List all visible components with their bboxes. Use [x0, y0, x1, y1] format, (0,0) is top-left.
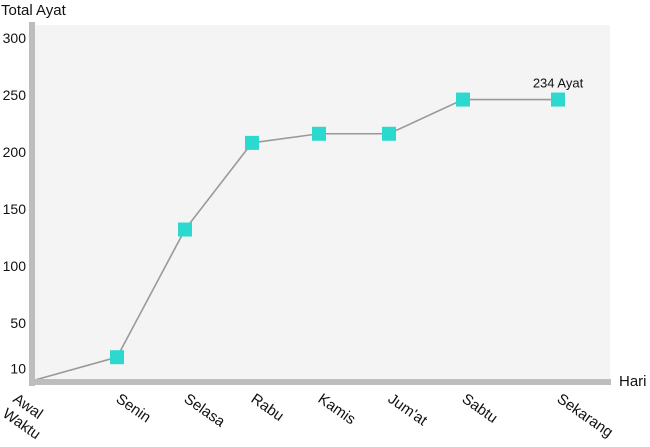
data-point-marker	[551, 92, 565, 107]
y-tick-label: 200	[3, 144, 27, 160]
y-tick-label: 300	[3, 30, 27, 46]
y-axis-ticks: 10 50 100 150 200 250 300	[3, 30, 27, 377]
data-point-marker	[110, 350, 124, 365]
x-tick-label: Sekarang	[554, 390, 616, 441]
data-point-marker	[178, 222, 192, 237]
annotations: 234 Ayat	[533, 76, 584, 91]
x-axis-title: Hari	[619, 373, 647, 390]
y-axis-title: Total Ayat	[1, 2, 67, 19]
y-tick-label: 250	[3, 87, 27, 103]
series-markers	[110, 92, 565, 365]
data-point-marker	[312, 126, 326, 141]
x-tick-label: Sabtu	[459, 390, 501, 426]
x-tick-label: Senin	[113, 390, 154, 426]
y-tick-label: 150	[3, 201, 27, 217]
x-tick-label: Selasa	[181, 390, 229, 431]
data-label: 234 Ayat	[533, 76, 584, 91]
y-tick-label: 50	[10, 315, 26, 331]
data-point-marker	[456, 92, 470, 107]
data-point-marker	[382, 126, 396, 141]
series-line	[34, 98, 558, 381]
data-point-marker	[245, 135, 259, 150]
y-tick-label: 10	[10, 361, 26, 377]
x-tick-label: Jum'at	[385, 390, 431, 429]
x-axis-ticks: AwalWaktu Senin Selasa Rabu Kamis Jum'at Sabtu…	[0, 390, 616, 443]
x-axis-line	[29, 379, 611, 385]
x-tick-label: Rabu	[248, 390, 287, 424]
plot-background	[35, 25, 610, 380]
y-tick-label: 100	[3, 258, 27, 274]
x-tick-label: AwalWaktu	[0, 390, 54, 443]
y-axis-line	[29, 22, 35, 386]
x-tick-label: Kamis	[315, 390, 359, 428]
